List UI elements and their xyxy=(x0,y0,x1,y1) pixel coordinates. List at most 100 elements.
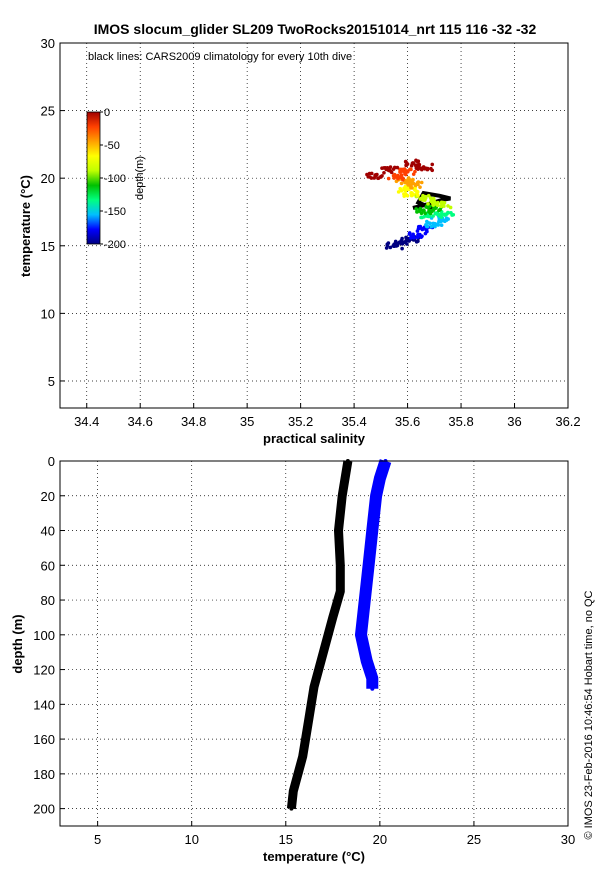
ts-point-spread xyxy=(425,224,430,229)
ts-point-spread xyxy=(430,162,435,167)
ts-point-spread xyxy=(444,212,449,216)
colorbar-tick-label: -100 xyxy=(104,173,126,185)
ts-point-spread xyxy=(405,242,409,246)
ts-point-spread xyxy=(409,163,414,168)
ts-scatter-point xyxy=(398,167,417,176)
ts-point-spread xyxy=(414,207,418,211)
ts-point-spread xyxy=(429,199,434,204)
ts-point-spread xyxy=(416,163,421,167)
profile-glider-point xyxy=(359,632,364,637)
ts-point-spread xyxy=(388,245,393,250)
ts-point-spread xyxy=(398,186,403,191)
ts-x-tick-label: 35.4 xyxy=(341,414,366,429)
ts-point-spread xyxy=(418,224,423,229)
ts-point-spread xyxy=(395,243,400,248)
colorbar-tick-label: -200 xyxy=(104,239,126,251)
ts-point-spread xyxy=(429,208,434,213)
ts-point-spread xyxy=(433,200,437,205)
ts-point-spread xyxy=(426,202,430,206)
profile-y-tick-label: 80 xyxy=(41,593,55,608)
ts-point-spread xyxy=(418,207,423,212)
profile-glider-point xyxy=(364,658,369,663)
profile-axes-box xyxy=(59,460,569,827)
colorbar-ticks: 0 -50 -100 -150 -200 xyxy=(100,107,126,251)
ts-point-spread xyxy=(422,215,426,219)
ts-point-spread xyxy=(439,215,444,219)
profile-climatology-point xyxy=(338,563,343,568)
ts-point-spread xyxy=(400,236,404,241)
ts-point-spread xyxy=(398,170,402,174)
figure-title: IMOS slocum_glider SL209 TwoRocks2015101… xyxy=(94,21,537,37)
ts-point-spread xyxy=(386,176,391,181)
ts-point-spread xyxy=(439,223,444,228)
ts-point-spread xyxy=(439,204,443,209)
ts-x-tick-label: 35.8 xyxy=(448,414,473,429)
profile-y-tick-label: 40 xyxy=(41,524,55,539)
ts-point-spread xyxy=(372,176,377,180)
profile-y-tick-label: 160 xyxy=(33,732,55,747)
profile-y-tick-label: 100 xyxy=(33,628,55,643)
ts-point-spread xyxy=(416,239,420,243)
profile-x-tick-label: 15 xyxy=(279,832,293,847)
ts-scatter-point xyxy=(414,162,435,173)
ts-x-tick-label: 34.6 xyxy=(128,414,153,429)
ts-point-spread xyxy=(388,165,393,169)
ts-point-spread xyxy=(407,231,412,235)
ts-grid xyxy=(60,42,569,408)
copyright-stamp: © IMOS 23-Feb-2016 10:46:54 Hobart time,… xyxy=(583,590,595,839)
profile-y-tick-label: 180 xyxy=(33,767,55,782)
ts-point-spread xyxy=(444,218,449,222)
profile-climatology-point xyxy=(321,650,326,655)
ts-point-spread xyxy=(429,224,434,229)
ts-point-spread xyxy=(411,181,416,186)
profile-y-tick-label: 60 xyxy=(41,558,55,573)
ts-point-spread xyxy=(404,160,408,164)
ts-point-spread xyxy=(419,235,423,239)
profile-x-tick-label: 30 xyxy=(561,832,575,847)
ts-point-spread xyxy=(392,172,397,177)
ts-x-tick-label: 36.2 xyxy=(555,414,580,429)
profile-glider-point xyxy=(370,528,375,533)
ts-point-spread xyxy=(405,236,409,240)
profile-glider-point xyxy=(370,686,375,691)
profile-x-ticks: 5 10 15 20 25 30 xyxy=(94,821,575,847)
ts-point-spread xyxy=(399,181,404,186)
profile-climatology-line xyxy=(286,460,353,810)
ts-point-spread xyxy=(365,172,369,177)
ts-point-spread xyxy=(385,165,390,170)
ts-point-spread xyxy=(418,185,422,189)
colorbar-tick-label: 0 xyxy=(104,107,110,119)
profile-x-tick-label: 5 xyxy=(94,832,101,847)
ts-point-spread xyxy=(424,205,429,209)
profile-y-label: depth (m) xyxy=(10,614,25,673)
ts-point-spread xyxy=(396,190,401,194)
ts-point-spread xyxy=(430,168,435,173)
colorbar-tick-label: -50 xyxy=(104,140,120,152)
profile-x-tick-label: 20 xyxy=(373,832,387,847)
ts-point-spread xyxy=(431,214,435,218)
ts-point-spread xyxy=(419,180,424,185)
ts-y-tick-label: 5 xyxy=(48,374,55,389)
ts-point-spread xyxy=(426,221,431,225)
ts-scatter-point xyxy=(386,172,408,182)
profile-climatology-point xyxy=(312,684,316,689)
ts-point-spread xyxy=(382,170,386,175)
ts-point-spread xyxy=(433,211,438,216)
profile-x-tick-label: 25 xyxy=(467,832,481,847)
ts-x-tick-label: 35.6 xyxy=(395,414,420,429)
profile-climatology-point xyxy=(338,589,343,594)
profile-climatology-point xyxy=(289,806,294,811)
ts-point-spread xyxy=(403,172,408,177)
ts-point-spread xyxy=(404,169,408,174)
profile-y-tick-label: 200 xyxy=(33,802,55,817)
ts-point-spread xyxy=(421,197,425,202)
profile-glider-point xyxy=(374,493,379,498)
ts-point-spread xyxy=(435,222,440,226)
profile-grid xyxy=(60,460,569,826)
profile-y-tick-label: 120 xyxy=(33,663,55,678)
profile-y-tick-label: 20 xyxy=(41,489,55,504)
ts-scatter-point xyxy=(365,171,384,181)
ts-point-spread xyxy=(425,166,430,171)
ts-point-spread xyxy=(392,165,397,170)
profile-y-ticks: 0 20 40 60 80 100 120 140 160 180 200 xyxy=(33,454,65,817)
